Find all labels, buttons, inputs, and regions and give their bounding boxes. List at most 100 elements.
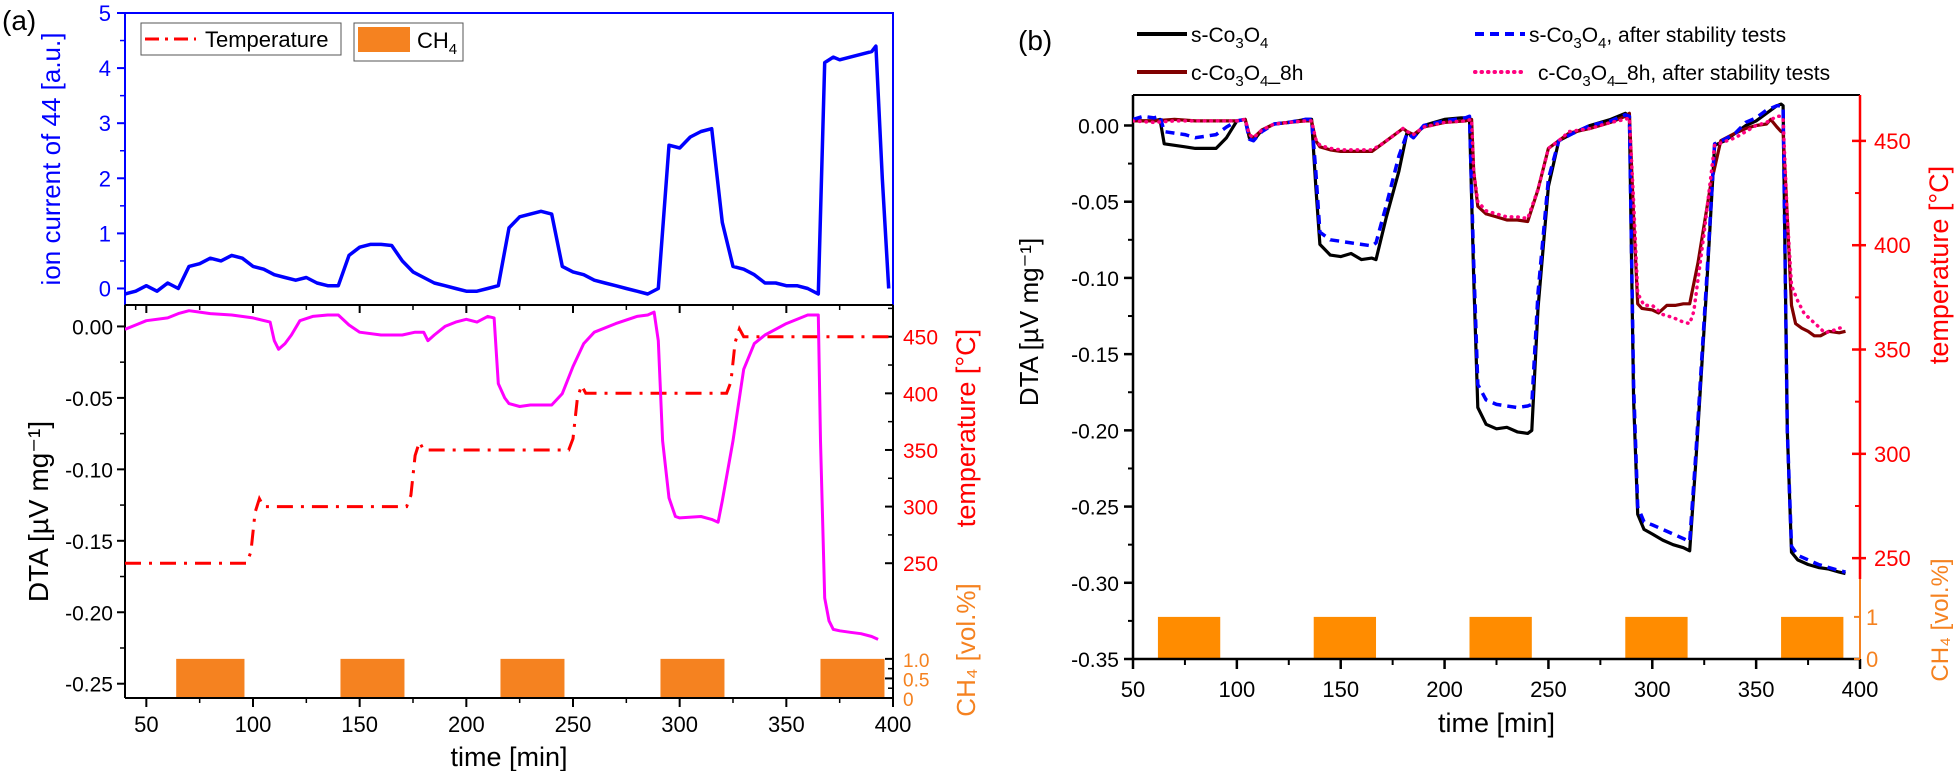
legend-a: Temperature CH4 (140, 22, 464, 62)
ms-ytick-label: 1 (99, 221, 111, 246)
dta-ytick-label: -0.25 (65, 674, 113, 697)
panel-label-a: (a) (2, 5, 36, 36)
x-tick-label: 150 (1322, 677, 1359, 702)
legend-label-ch4-sub: 4 (449, 41, 457, 58)
temp-axis-label: temperature [°C] (951, 329, 981, 527)
legend-label-temperature: Temperature (205, 27, 329, 52)
legend-label-part: s-Co (1529, 24, 1573, 47)
dta-ytick-label: 0.00 (1078, 115, 1119, 138)
panel-label-b: (b) (1018, 25, 1052, 56)
ch4-pulse-bar (176, 658, 245, 698)
legend-label-part: 3 (1582, 73, 1590, 90)
dta-ytick-label: -0.20 (65, 602, 113, 625)
ch4-pulse-bar (660, 658, 725, 698)
x-tick-label: 150 (341, 712, 378, 737)
temp-ytick-label: 350 (1874, 338, 1911, 363)
temp-ytick-label: 450 (1874, 129, 1911, 154)
legend-label-part: 3 (1573, 35, 1581, 52)
temperature-series-line (125, 324, 893, 565)
dta-ytick-label: -0.35 (1071, 649, 1119, 672)
legend-label-0: s-Co3O4 (1191, 24, 1268, 52)
legend-label-part: O (1244, 24, 1260, 47)
ch4-pulse-bar (820, 658, 885, 698)
series-line-2 (1133, 103, 1846, 574)
dta-series-line (125, 309, 879, 641)
dta-ytick-label: -0.15 (1071, 344, 1119, 367)
ch4-pulse-bar (1781, 616, 1844, 659)
legend-label-2: s-Co3O4, after stability tests (1529, 24, 1786, 52)
ch4-pulse-bar (1469, 616, 1532, 659)
ms-series-line (125, 44, 891, 296)
temp-ytick-label: 300 (1874, 442, 1911, 467)
legend-label-ch4: CH4 (417, 28, 457, 58)
ch4-ytick-label: 1.0 (903, 651, 929, 672)
series-line-3 (1133, 114, 1848, 335)
x-tick-label: 100 (235, 712, 272, 737)
legend-label-part: O (1244, 62, 1260, 85)
series-line-1 (1133, 111, 1846, 338)
dta-ylabel: DTA [µV mg⁻¹] (23, 421, 54, 602)
ch4-axis-label: CH₄ [vol.%] (951, 583, 981, 716)
panel-a: (a) 0 1 2 3 4 5 ion current of 44 [a.u.] 0.00 -0.… (2, 1, 981, 771)
ch4-ytick-label: 0.5 (903, 670, 929, 691)
series-line-0 (1133, 102, 1846, 576)
temp-axis-label-b: temperature [°C] (1924, 166, 1954, 364)
ms-ytick-label: 2 (99, 166, 111, 191)
legend-label-part: 4 (1607, 73, 1615, 90)
ch4-pulse-bar (1313, 616, 1377, 659)
ch4-pulse-bar (500, 658, 565, 698)
ch4-axis-label-b: CH₄ [vol.%] (1927, 558, 1954, 681)
ms-plot-frame (124, 12, 894, 306)
legend-label-part: , after stability tests (1606, 24, 1786, 47)
x-tick-label: 350 (768, 712, 805, 737)
x-tick-label: 400 (875, 712, 912, 737)
x-tick-label: 300 (661, 712, 698, 737)
legend-label-part: 4 (1598, 35, 1606, 52)
x-tick-label: 400 (1842, 677, 1879, 702)
panel-b: (b) 0.00 -0.05 -0.10 -0.15 -0.20 -0.25 -0.30 -0.… (1014, 24, 1954, 738)
ch4-ytick-label: 0 (903, 690, 914, 711)
ms-ytick-label: 4 (99, 56, 111, 81)
ms-ytick-label: 0 (99, 276, 111, 301)
x-tick-label: 200 (448, 712, 485, 737)
x-axis-label-b: time [min] (1438, 708, 1555, 738)
legend-label-1: c-Co3O4_8h (1191, 62, 1303, 90)
legend-swatch-ch4 (358, 27, 410, 52)
x-tick-label: 100 (1218, 677, 1255, 702)
dta-ylabel-b: DTA [µV mg⁻¹] (1014, 238, 1044, 406)
legend-label-ch4-main: CH (417, 28, 449, 53)
legend-label-part: 3 (1235, 73, 1243, 90)
legend-label-3: c-Co3O4_8h, after stability tests (1538, 62, 1830, 90)
x-tick-label: 200 (1426, 677, 1463, 702)
ch4-pulse-bar (340, 658, 405, 698)
dta-ytick-label: -0.05 (1071, 192, 1119, 215)
legend-label-part: _8h (1267, 62, 1303, 85)
x-tick-label: 250 (1530, 677, 1567, 702)
x-tick-label: 50 (1121, 677, 1145, 702)
ch4-ytick-label: 0 (1866, 647, 1878, 672)
dta-ytick-label: -0.10 (65, 459, 113, 482)
x-axis-label: time [min] (450, 742, 567, 771)
x-tick-label: 50 (134, 712, 158, 737)
legend-label-part: _8h, after stability tests (1614, 62, 1830, 85)
ch4-pulse-bar (1157, 616, 1221, 659)
dta-ytick-label: -0.30 (1071, 573, 1119, 596)
dta-ytick-label: -0.05 (65, 388, 113, 411)
temp-ytick-label: 400 (1874, 233, 1911, 258)
temp-ytick-label: 450 (903, 327, 938, 350)
temp-ytick-label: 300 (903, 497, 938, 520)
legend-label-part: 4 (1260, 73, 1268, 90)
dta-ytick-label: -0.10 (1071, 268, 1119, 291)
legend-label-part: c-Co (1538, 62, 1582, 85)
ch4-ytick-label: 1 (1866, 605, 1878, 630)
legend-label-part: 4 (1260, 35, 1268, 52)
ch4-pulse-bar (1625, 616, 1688, 659)
legend-label-part: O (1591, 62, 1607, 85)
x-tick-label: 250 (555, 712, 592, 737)
temp-ytick-label: 250 (903, 553, 938, 576)
dta-ytick-label: -0.20 (1071, 420, 1119, 443)
x-tick-label: 350 (1738, 677, 1775, 702)
dta-ytick-label: -0.25 (1071, 497, 1119, 520)
